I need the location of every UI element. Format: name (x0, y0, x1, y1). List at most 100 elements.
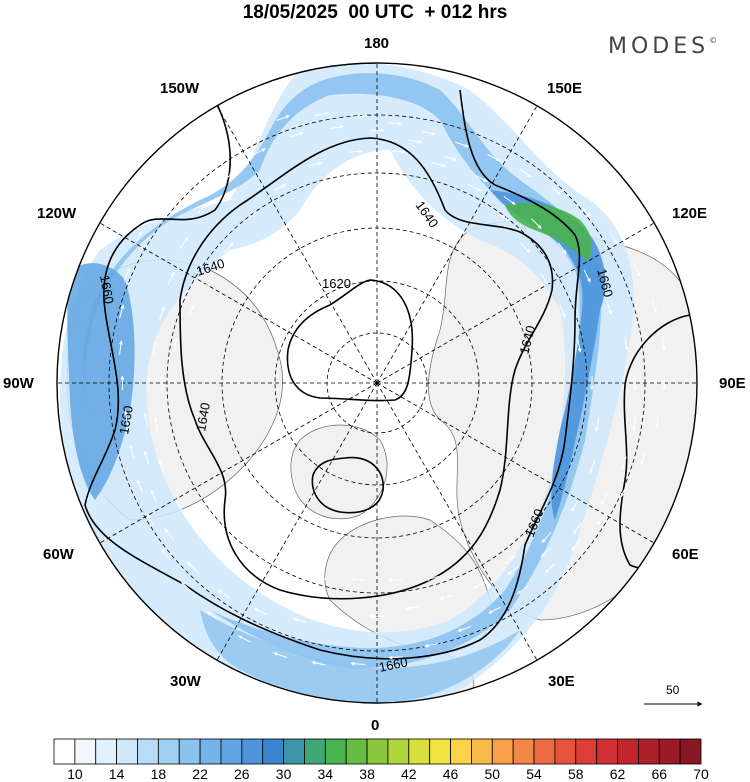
lon-label-120w: 120W (37, 205, 77, 222)
wind-arrow (123, 267, 131, 282)
lon-label-180: 180 (364, 35, 390, 52)
wind-arrow (487, 154, 501, 162)
wind-arrow (519, 168, 532, 178)
wind-arrow (174, 167, 186, 178)
contour-label-1620: 1620 (322, 276, 351, 291)
lon-label-60e: 60E (672, 546, 699, 563)
wind-arrow (632, 416, 637, 432)
greenland-landmass (290, 424, 388, 520)
wind-arrow (276, 568, 290, 577)
wind-arrow (159, 306, 165, 320)
wind-arrow (205, 272, 214, 286)
wind-arrow (164, 528, 174, 540)
wind-arrow (559, 304, 566, 319)
wind-arrow (551, 185, 562, 196)
wind-arrow (150, 490, 158, 504)
wind-arrow (597, 513, 606, 526)
jet-max-green (505, 203, 592, 262)
jet-band-north-pacific (490, 190, 606, 520)
wind-arrow (273, 652, 288, 658)
contour-label-1660-nw: 1660 (97, 274, 117, 305)
wind-arrow (202, 531, 213, 544)
meridian-line (376, 105, 538, 384)
meridian-line (376, 222, 655, 384)
wind-arrow (129, 444, 135, 459)
wind-arrow (223, 242, 234, 254)
brand-text: MODES (608, 34, 710, 59)
wind-arrow (245, 212, 258, 222)
wind-arrow (464, 568, 478, 577)
wind-arrow (544, 563, 556, 574)
wind-arrow (503, 195, 516, 206)
wind-arrow (654, 414, 659, 429)
meridian-line (216, 105, 378, 384)
wind-arrow (158, 459, 165, 474)
contour-label-1660-w: 1660 (116, 404, 136, 435)
wind-arrow (237, 635, 251, 643)
wind-arrow (332, 618, 347, 623)
wind-arrow (540, 273, 549, 286)
wind-arrow (633, 263, 641, 277)
wind-arrow (595, 417, 600, 432)
wind-arrow (620, 483, 628, 498)
wind-arrow (174, 499, 184, 512)
wind-arrow (581, 206, 592, 219)
wind-arrow (621, 456, 627, 471)
wind-arrow (118, 340, 123, 355)
wind-arrow (504, 555, 517, 565)
wind-vector-layer (118, 111, 667, 666)
wind-arrow (197, 203, 208, 214)
wind-arrow (252, 148, 266, 156)
wind-arrow (307, 161, 322, 167)
wind-arrow (273, 184, 287, 192)
wind-arrow (540, 546, 552, 558)
wind-arrow (577, 338, 582, 353)
wind-arrow (146, 514, 155, 527)
wind-arrow (136, 479, 144, 493)
lon-label-60w: 60W (43, 546, 74, 563)
contour-label-1660-ne: 1660 (594, 267, 616, 299)
wind-arrow (253, 607, 268, 616)
lon-label-120e: 120E (672, 205, 708, 222)
wind-arrow (408, 139, 423, 144)
wind-arrow (531, 218, 542, 229)
lon-label-30w: 30W (170, 673, 201, 690)
wind-arrow (589, 459, 596, 474)
contour-1660 (84, 89, 581, 660)
wind-arrow (314, 111, 329, 117)
wind-arrow (455, 141, 469, 148)
wind-arrow (329, 125, 344, 130)
wind-arrow (425, 575, 440, 581)
contour-label-1640-e: 1640 (516, 324, 538, 356)
wind-arrow (153, 417, 159, 432)
wind-arrow (161, 548, 171, 561)
contour-1640 (179, 137, 554, 600)
wind-arrow (570, 499, 580, 512)
wind-arrow (351, 114, 367, 119)
reference-vector-label: 50 (666, 683, 680, 697)
wind-arrow (520, 242, 531, 254)
wind-arrow (571, 539, 581, 551)
wind-arrow (276, 115, 290, 121)
wind-arrow (467, 184, 481, 192)
wind-arrow (237, 555, 250, 565)
wind-arrow (651, 298, 657, 313)
wind-arrow (314, 575, 329, 581)
wind-arrow (167, 271, 175, 285)
wind-arrow (624, 336, 629, 351)
wind-arrow (179, 236, 189, 249)
map-title: 18/05/2025 00 UTC + 012 hrs (242, 2, 508, 23)
wind-arrow (188, 304, 195, 318)
wind-arrow (351, 577, 366, 582)
wind-arrow (292, 617, 307, 623)
wind-arrow (507, 565, 520, 575)
wind-arrow (606, 300, 613, 315)
wind-arrow (181, 581, 193, 593)
contour-1620-south (311, 456, 384, 514)
jet-band-west-atlantic (67, 263, 135, 500)
wind-arrow (391, 149, 406, 154)
lon-label-90w: 90W (3, 375, 34, 392)
contour-label-1660-s: 1660 (378, 654, 409, 675)
wind-arrow (153, 340, 158, 355)
